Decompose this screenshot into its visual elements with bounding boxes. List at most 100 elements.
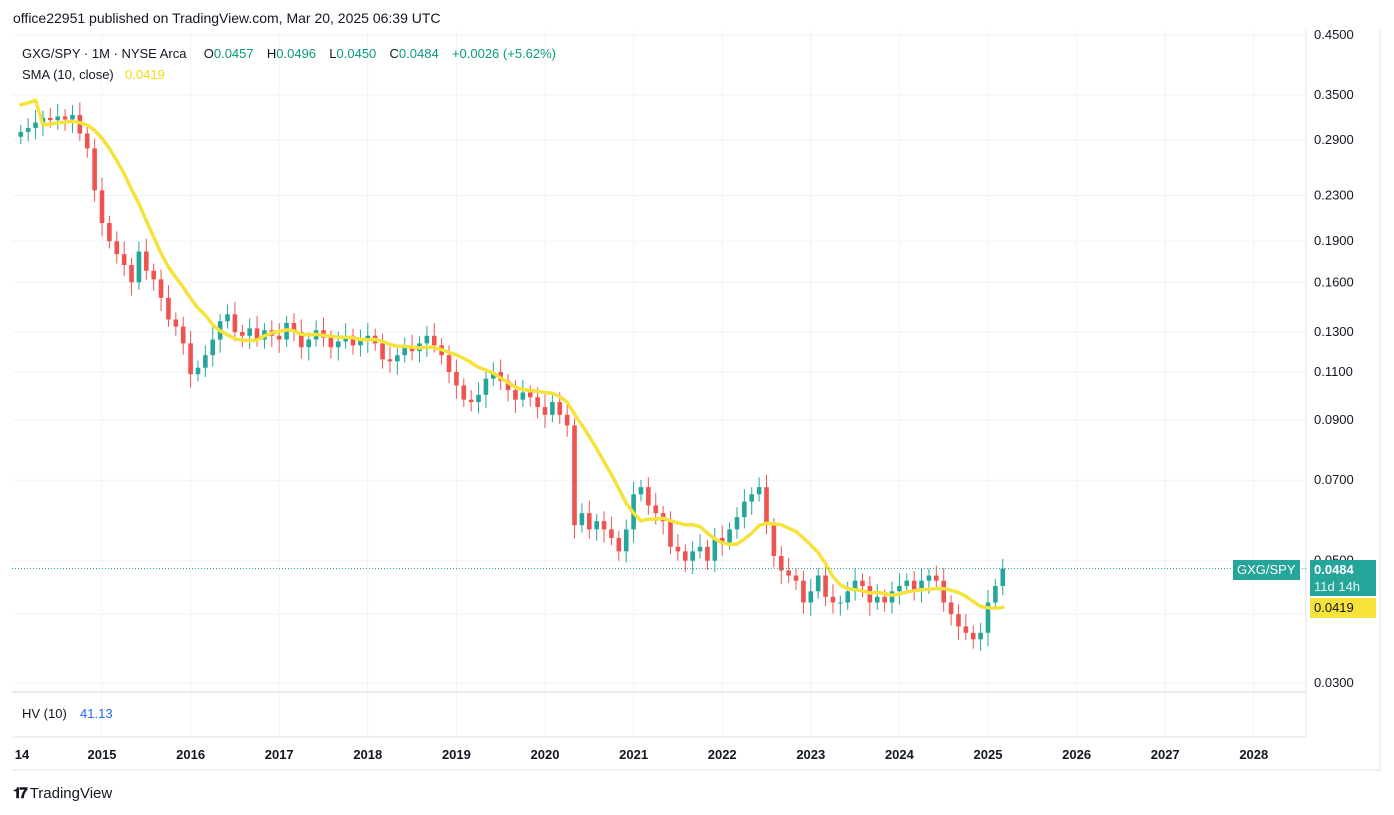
candle-body [993, 585, 998, 603]
open-label: O [203, 46, 214, 61]
candle-body [328, 337, 334, 348]
y-tick-label: 0.1900 [1314, 233, 1354, 248]
candle-body [505, 380, 511, 391]
candle-body [646, 487, 651, 506]
candle-body [734, 517, 740, 530]
candle-body [491, 372, 496, 379]
symbol-title[interactable]: GXG/SPY · 1M · NYSE Arca [22, 46, 187, 61]
y-tick-label: 0.4500 [1314, 27, 1354, 42]
candle-body [786, 570, 791, 576]
candle-body [395, 355, 400, 362]
tradingview-wordmark: TradingView [29, 785, 113, 802]
candle-body [838, 602, 843, 604]
y-tick-label: 0.1100 [1314, 364, 1353, 379]
hv-value: 41.13 [80, 706, 113, 721]
tradingview-icon: 𝟏𝟕 [13, 785, 28, 802]
candle-body [830, 596, 836, 603]
candle-body [33, 122, 38, 128]
candle-body [461, 385, 467, 400]
candle-body [291, 323, 297, 333]
candle-body [358, 339, 363, 346]
tradingview-logo[interactable]: 𝟏𝟕 TradingView [13, 785, 112, 802]
candle-body [705, 546, 710, 561]
candle-body [941, 580, 946, 603]
candle-body [712, 537, 718, 561]
candle-body [476, 394, 481, 403]
candle-body [616, 537, 622, 552]
candle-body [25, 127, 31, 132]
open-value: 0.0457 [213, 46, 254, 61]
candle-body [919, 580, 924, 592]
candle-body [852, 580, 858, 592]
candle-body [402, 347, 408, 356]
candle-body [690, 551, 695, 561]
candlestick-series [18, 102, 1006, 651]
candle-body [468, 399, 474, 403]
candle-body [151, 270, 156, 280]
candle-body [210, 339, 216, 356]
hv-label: HV (10) [22, 706, 67, 721]
candle-body [572, 425, 577, 526]
grid-lines [12, 30, 1306, 737]
candle-body [446, 355, 452, 373]
candle-body [978, 632, 983, 640]
y-tick-label: 0.2300 [1314, 187, 1354, 202]
candle-body [239, 332, 245, 336]
candle-body [823, 575, 828, 597]
sma-value: 0.0419 [125, 67, 165, 82]
price-tag: 0.0484 [1310, 560, 1376, 580]
low-label: L [329, 46, 337, 61]
candle-body [92, 148, 97, 191]
candle-body [764, 487, 769, 526]
candle-body [594, 521, 599, 530]
candle-body [18, 131, 24, 137]
candle-body [107, 223, 112, 242]
candle-body [173, 319, 179, 327]
candle-body [136, 251, 142, 283]
candle-body [609, 529, 614, 538]
candle-body [180, 326, 186, 344]
candle-body [808, 591, 814, 603]
candle-body [299, 332, 304, 348]
candle-body [897, 585, 902, 592]
candle-body [114, 241, 120, 255]
y-tick-label: 0.1600 [1314, 274, 1354, 289]
x-tick-label: 2015 [88, 747, 117, 762]
candle-body [948, 602, 954, 615]
sma-legend[interactable]: SMA (10, close) 0.0419 [22, 67, 165, 82]
x-axis[interactable]: 14 2015 2016 2017 2018 2019 2020 2021 2022 2023 20… [15, 747, 1268, 762]
candle-body [431, 335, 437, 346]
candle-body [749, 494, 755, 502]
candle-body [653, 505, 659, 514]
candle-body [1000, 568, 1006, 586]
x-tick-label: 2028 [1239, 747, 1268, 762]
candle-body [520, 392, 526, 400]
sma-tag: 0.0419 [1310, 598, 1376, 618]
y-tick-label: 0.3500 [1314, 87, 1354, 102]
hv-legend[interactable]: HV (10) 41.13 [22, 706, 113, 721]
candle-body [542, 407, 548, 415]
candle-body [306, 339, 312, 348]
countdown-tag: 11d 14h [1310, 578, 1376, 596]
y-tick-label: 0.0900 [1314, 412, 1354, 427]
candle-body [129, 265, 134, 283]
candle-body [727, 529, 732, 543]
candle-body [815, 575, 821, 592]
candle-body [874, 596, 880, 603]
x-tick-label: 14 [15, 747, 30, 762]
x-tick-label: 2021 [619, 747, 648, 762]
candle-body [387, 359, 393, 362]
candle-body [638, 487, 644, 495]
y-tick-label: 0.2900 [1314, 132, 1354, 147]
candle-body [579, 513, 585, 526]
candle-body [985, 602, 991, 633]
candle-body [144, 251, 149, 271]
x-tick-label: 2027 [1151, 747, 1180, 762]
x-tick-label: 2020 [531, 747, 560, 762]
candle-body [99, 190, 105, 224]
candle-body [882, 596, 887, 603]
candle-body [845, 591, 851, 603]
candle-body [276, 335, 282, 340]
candle-body [225, 314, 230, 322]
